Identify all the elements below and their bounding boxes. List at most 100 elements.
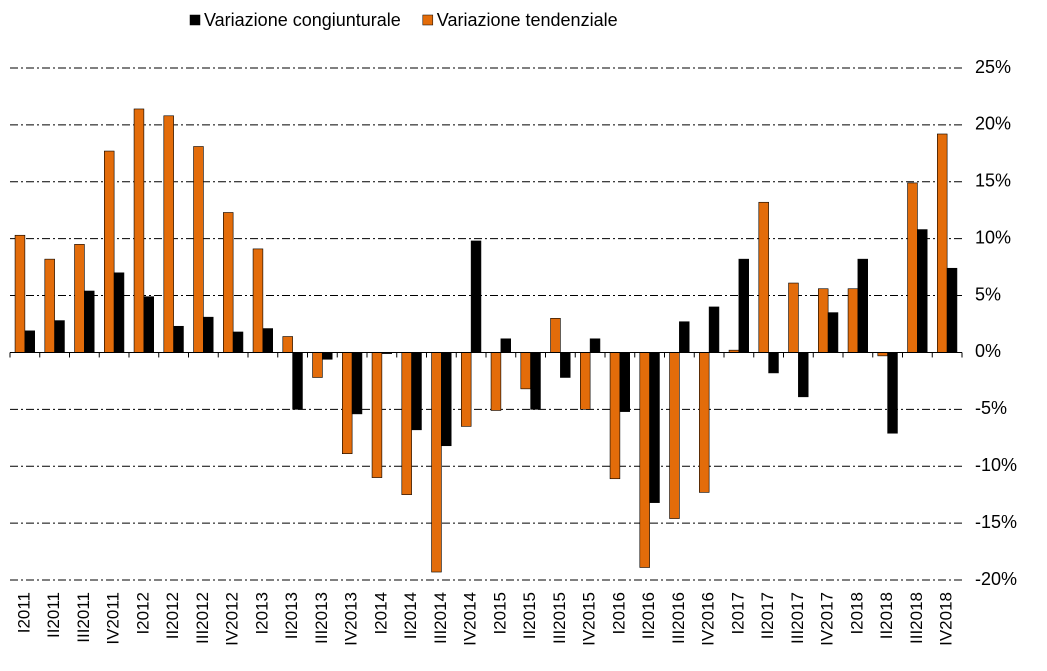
bar [788, 282, 799, 353]
bar [619, 352, 630, 412]
legend-label: Variazione tendenziale [437, 10, 618, 30]
bar [173, 325, 184, 353]
bar [818, 288, 829, 353]
y-tick-label: -10% [975, 455, 1017, 475]
x-tick-label: I2013 [252, 592, 271, 635]
bar [252, 248, 264, 353]
x-tick-label: I2015 [490, 592, 509, 635]
bar [649, 352, 660, 503]
bar [163, 115, 174, 353]
bar [232, 331, 244, 353]
bar [946, 267, 958, 353]
x-tick-label: III2014 [431, 592, 450, 644]
bar [639, 352, 650, 568]
bar [738, 258, 749, 353]
bar [133, 108, 145, 353]
bar [847, 288, 859, 353]
bar [322, 352, 333, 360]
x-tick-label: I2016 [609, 592, 628, 635]
bar [292, 352, 303, 410]
y-tick-label: 25% [975, 57, 1011, 77]
x-tick-label: IV2014 [461, 592, 480, 646]
bar [490, 352, 502, 411]
y-tick-label: -5% [975, 398, 1007, 418]
bar [500, 338, 511, 353]
x-tick-label: II2017 [758, 592, 777, 639]
bar [589, 338, 601, 353]
x-tick-label: IV2016 [699, 592, 718, 646]
bar [203, 316, 214, 353]
bar [143, 296, 154, 353]
bar [937, 133, 948, 353]
y-tick-label: 15% [975, 171, 1011, 191]
bar [74, 244, 85, 353]
bar [917, 229, 928, 353]
x-tick-label: II2012 [163, 592, 182, 639]
bar [470, 240, 482, 353]
legend-swatch [189, 14, 201, 26]
bar [223, 212, 234, 353]
bar [857, 258, 868, 353]
bar [580, 352, 591, 410]
bar [282, 336, 293, 353]
x-tick-label: I2011 [14, 592, 33, 633]
bar [441, 352, 452, 447]
bar [758, 201, 769, 353]
x-tick-label: III2018 [907, 592, 926, 644]
x-tick-label: IV2013 [342, 592, 361, 646]
x-tick-label: IV2012 [223, 592, 242, 646]
bar [827, 312, 839, 353]
bar [342, 352, 353, 455]
x-tick-label: III2016 [669, 592, 688, 644]
x-tick-label: IV2015 [580, 592, 599, 646]
x-tick-label: IV2017 [818, 592, 837, 646]
x-tick-label: II2014 [401, 592, 420, 639]
bar [262, 328, 273, 353]
bar [669, 352, 680, 519]
x-tick-label: I2012 [133, 592, 152, 635]
bar [877, 352, 888, 357]
bar [708, 306, 720, 353]
bar [84, 290, 95, 353]
bar [768, 352, 779, 374]
x-tick-label: I2018 [847, 592, 866, 635]
y-tick-label: 5% [975, 284, 1001, 304]
x-tick-label: IV2018 [937, 592, 956, 646]
bar [550, 318, 561, 353]
bar [431, 352, 442, 573]
x-tick-label: II2018 [877, 592, 896, 639]
x-tick-label: I2014 [371, 592, 390, 635]
bar [44, 258, 55, 353]
bar [371, 352, 383, 478]
x-tick-label: I2017 [728, 592, 747, 635]
bar [14, 234, 26, 353]
bar [113, 272, 125, 353]
x-tick-label: III2013 [312, 592, 331, 644]
bar [798, 352, 809, 398]
legend-swatch [422, 14, 434, 26]
bar [461, 352, 472, 427]
x-tick-label: III2012 [193, 592, 212, 644]
bar [609, 352, 621, 480]
x-tick-label: II2016 [639, 592, 658, 639]
bar [104, 150, 115, 353]
bar [530, 352, 541, 410]
bar [351, 352, 363, 415]
bar [312, 352, 323, 378]
x-tick-label: III2017 [788, 592, 807, 644]
bar [907, 182, 918, 353]
legend-label: Variazione congiunturale [204, 10, 401, 30]
x-tick-label: III2015 [550, 592, 569, 644]
y-tick-label: -15% [975, 512, 1017, 532]
x-tick-label: III2011 [74, 592, 93, 643]
bar [193, 146, 204, 353]
bar [401, 352, 412, 495]
bar [887, 352, 898, 434]
y-tick-label: 20% [975, 114, 1011, 134]
bar [520, 352, 531, 390]
x-tick-label: II2015 [520, 592, 539, 639]
bar [24, 330, 35, 353]
bar [699, 352, 710, 493]
bar [679, 321, 690, 353]
